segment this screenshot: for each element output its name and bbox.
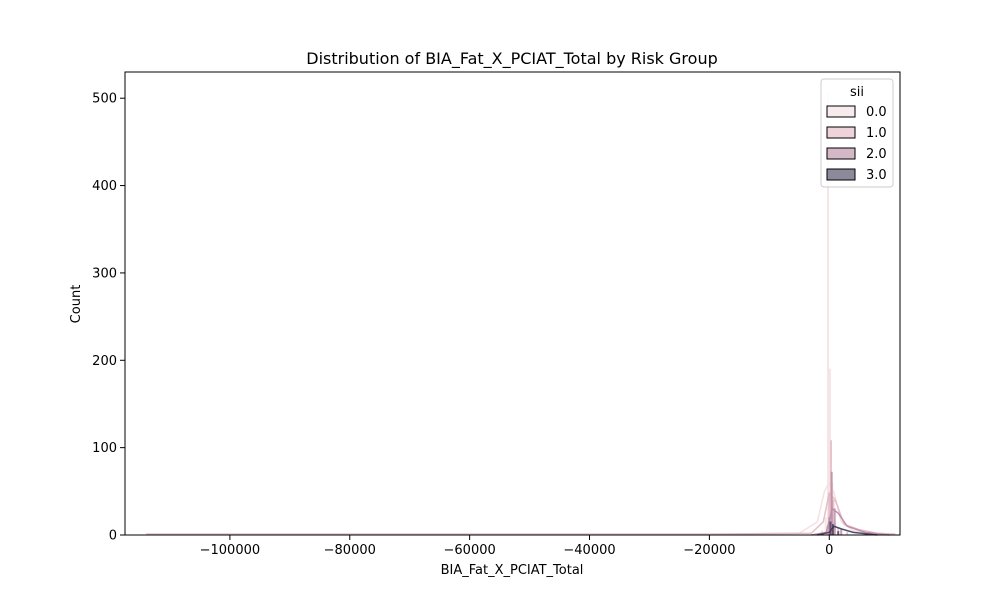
histogram-bar <box>829 521 832 536</box>
legend-label: 2.0 <box>866 147 887 162</box>
x-tick-label: 0 <box>825 543 833 558</box>
y-axis: 0 100 200 300 400 500 <box>92 92 125 544</box>
legend-swatch <box>826 126 856 139</box>
legend-label: 0.0 <box>866 105 887 120</box>
kde-line <box>817 525 878 536</box>
y-tick-label: 400 <box>92 179 117 194</box>
legend-swatch <box>826 147 856 160</box>
x-tick-label: −80000 <box>324 543 376 558</box>
legend-title: sii <box>850 85 864 100</box>
series-2.0 <box>811 471 890 536</box>
x-tick-label: −60000 <box>444 543 496 558</box>
legend-swatch <box>826 105 856 118</box>
series-1.0 <box>145 440 896 536</box>
legend-label: 1.0 <box>866 126 887 141</box>
legend-swatch <box>826 168 856 181</box>
plot-frame <box>124 71 901 536</box>
y-axis-label: Count <box>69 285 84 324</box>
chart-title: Distribution of BIA_Fat_X_PCIAT_Total by… <box>306 49 718 69</box>
x-tick-label: −100000 <box>200 543 261 558</box>
plot-area <box>145 90 896 536</box>
x-tick-label: −20000 <box>683 543 735 558</box>
x-axis: −100000 −80000 −60000 −40000 −20000 0 <box>200 535 833 558</box>
series-3.0 <box>817 521 878 536</box>
x-tick-label: −40000 <box>563 543 615 558</box>
y-tick-label: 300 <box>92 266 117 281</box>
y-tick-label: 200 <box>92 354 117 369</box>
histogram-bar <box>833 508 836 536</box>
legend-label: 3.0 <box>866 168 887 183</box>
histogram-bar <box>837 531 840 536</box>
kde-line <box>145 480 896 535</box>
y-tick-label: 0 <box>109 529 117 544</box>
histogram-bar <box>840 529 843 536</box>
x-axis-label: BIA_Fat_X_PCIAT_Total <box>441 563 584 578</box>
series-0.0 <box>145 90 896 536</box>
kde-line <box>145 491 896 535</box>
y-tick-label: 100 <box>92 441 117 456</box>
y-tick-label: 500 <box>92 92 117 107</box>
